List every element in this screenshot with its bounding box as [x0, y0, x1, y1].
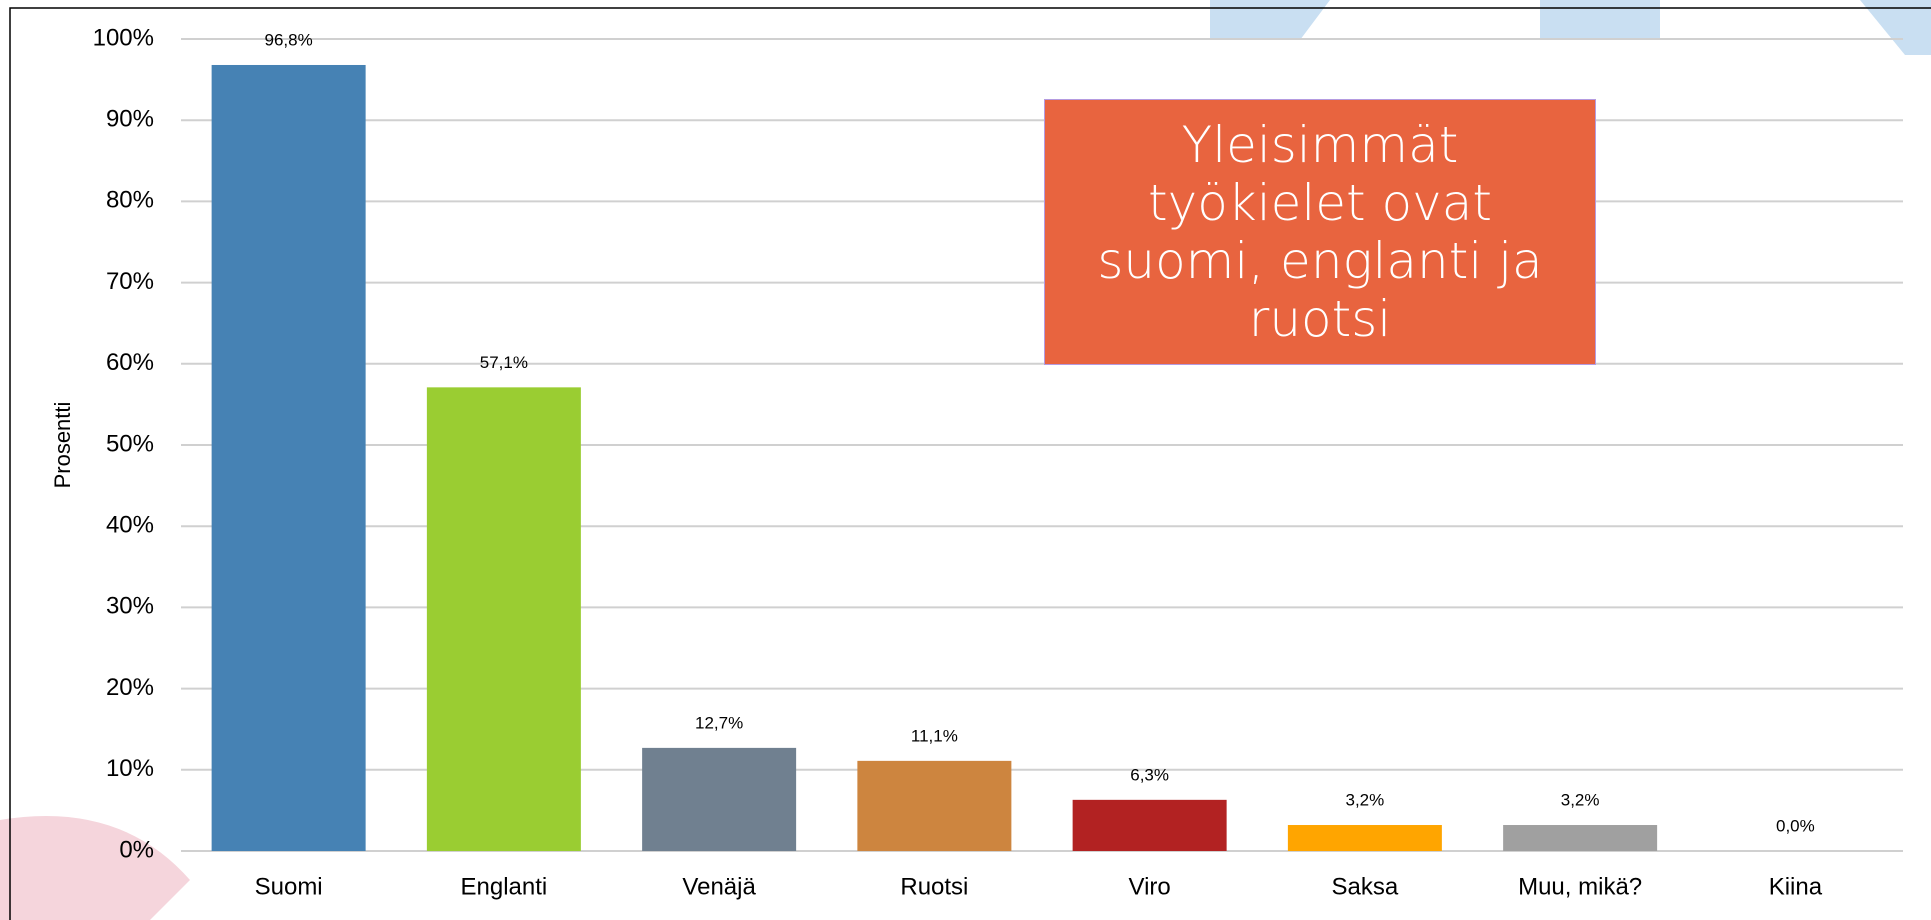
- data-label: 96,8%: [265, 30, 313, 49]
- annotation: Yleisimmät työkielet ovat suomi, englant…: [1044, 99, 1596, 365]
- y-tick-label: 60%: [106, 349, 154, 376]
- bar: [427, 387, 581, 851]
- decor-shape: [0, 816, 190, 920]
- decor-shape: [1210, 0, 1330, 40]
- y-tick-label: 20%: [106, 674, 154, 701]
- data-label: 12,7%: [695, 713, 743, 732]
- data-label: 57,1%: [480, 353, 528, 372]
- x-tick-label: Venäjä: [682, 873, 756, 900]
- bar: [642, 748, 796, 851]
- y-tick-label: 10%: [106, 755, 154, 782]
- bar: [1503, 825, 1657, 851]
- data-label: 3,2%: [1346, 791, 1385, 810]
- y-axis-label: Prosentti: [50, 402, 75, 489]
- x-tick-label: Saksa: [1332, 873, 1399, 900]
- bar: [1073, 800, 1227, 851]
- x-tick-label: Kiina: [1769, 873, 1823, 900]
- y-tick-label: 100%: [93, 24, 154, 51]
- bar: [212, 65, 366, 851]
- data-label: 11,1%: [911, 726, 958, 745]
- y-tick-label: 40%: [106, 512, 154, 539]
- x-tick-label: Ruotsi: [900, 873, 968, 900]
- y-tick-label: 0%: [119, 836, 154, 863]
- x-tick-label: Viro: [1129, 873, 1171, 900]
- x-tick-label: Muu, mikä?: [1518, 873, 1642, 900]
- x-tick-label: Englanti: [461, 873, 548, 900]
- y-tick-label: 80%: [106, 187, 154, 214]
- page: Prosentti 0% 10% 20% 30% 40% 50% 60% 70% 80% 90% 1…: [0, 0, 1931, 920]
- data-label: 3,2%: [1561, 791, 1600, 810]
- y-tick-label: 90%: [106, 106, 154, 133]
- chart: Prosentti 0% 10% 20% 30% 40% 50% 60% 70% 80% 90% 1…: [0, 0, 1931, 920]
- decor-shape: [1540, 0, 1660, 40]
- x-tick-label: Suomi: [255, 873, 323, 900]
- y-tick-label: 50%: [106, 430, 154, 457]
- data-label: 6,3%: [1130, 765, 1169, 784]
- y-tick-label: 30%: [106, 593, 154, 620]
- y-tick-label: 70%: [106, 268, 154, 295]
- bar: [1288, 825, 1442, 851]
- bar: [857, 761, 1011, 851]
- data-label: 0,0%: [1776, 816, 1815, 835]
